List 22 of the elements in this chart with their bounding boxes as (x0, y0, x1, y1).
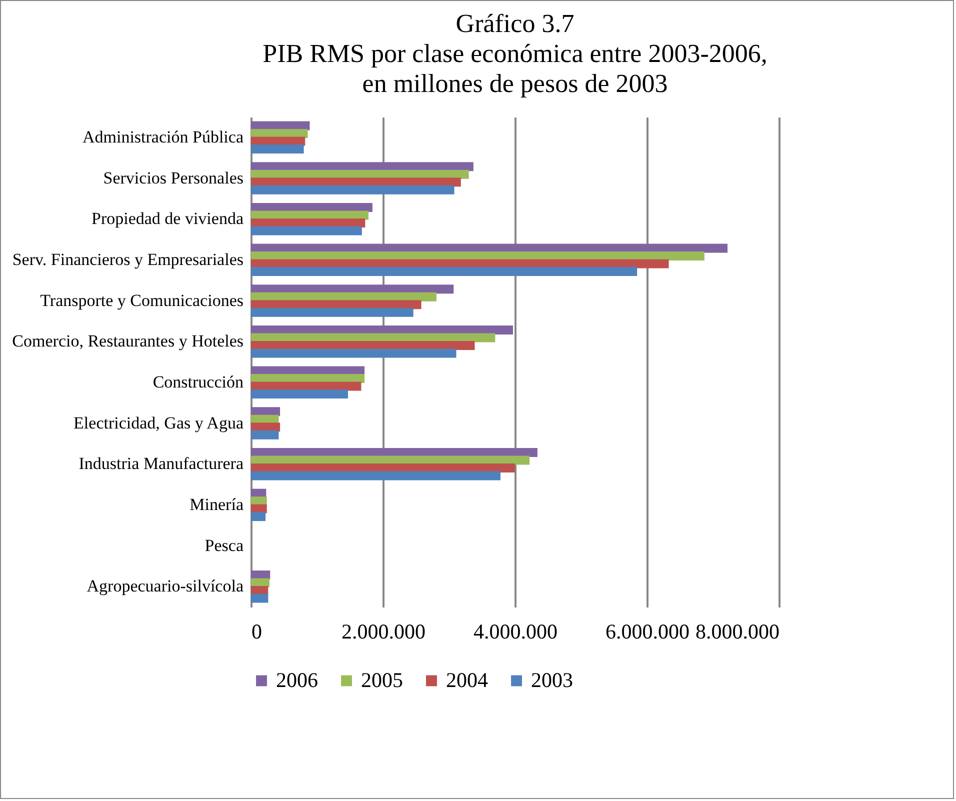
y-tick-label: Transporte y Comunicaciones (40, 290, 244, 310)
y-tick-label: Electricidad, Gas y Agua (74, 413, 244, 432)
legend-label: 2005 (361, 668, 403, 692)
y-tick-label: Minería (190, 494, 244, 514)
y-tick-label: Agropecuario-silvícola (86, 576, 244, 596)
y-tick-label: Construcción (152, 372, 244, 392)
y-tick-label: Servicios Personales (103, 168, 244, 188)
x-tick-label: 0 (252, 620, 262, 644)
y-tick-label: Serv. Financieros y Empresariales (12, 250, 244, 269)
y-tick-label: Propiedad de vivienda (91, 209, 244, 228)
legend-label: 2006 (276, 668, 318, 692)
y-tick-label: Industria Manufacturera (78, 454, 244, 474)
legend-label: 2004 (446, 668, 488, 692)
x-tick-label: 2.000.000 (342, 620, 426, 644)
chart-title: Gráfico 3.7 PIB RMS por clase económica entre 2003-2006, en millones de pesos de 2003 (262, 9, 768, 98)
y-tick-label: Administración Pública (82, 127, 244, 146)
y-tick-label: Pesca (204, 536, 244, 555)
x-tick-label: 4.000.000 (474, 620, 558, 644)
y-tick-label: Comercio, Restaurantes y Hoteles (12, 332, 244, 351)
legend-label: 2003 (531, 668, 573, 692)
x-tick-label: 6.000.000 (606, 620, 690, 644)
x-tick-label: 8.000.000 (696, 620, 780, 644)
